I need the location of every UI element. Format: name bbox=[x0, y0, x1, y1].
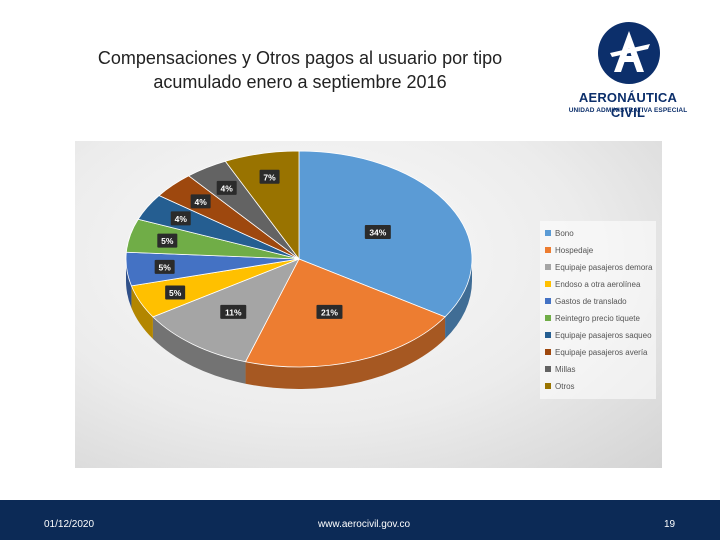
legend-label: Hospedaje bbox=[555, 246, 594, 255]
pie-side-equipaje-pasajeros-demora bbox=[152, 316, 246, 384]
data-label-endoso-a-otra-aerolinea: 5% bbox=[165, 285, 186, 300]
data-label-gastos-de-translado: 5% bbox=[154, 259, 175, 274]
legend-item-reintegro-precio-tiquete: Reintegro precio tiquete bbox=[545, 314, 640, 323]
data-label-equipaje-pasajeros-demora: 11% bbox=[220, 304, 247, 319]
legend-swatch bbox=[545, 383, 551, 389]
legend-label: Otros bbox=[555, 382, 575, 391]
legend-label: Gastos de translado bbox=[555, 297, 627, 306]
legend-swatch bbox=[545, 315, 551, 321]
legend-swatch bbox=[545, 230, 551, 236]
data-label-text: 5% bbox=[161, 236, 174, 246]
slide-title-line-1: Compensaciones y Otros pagos al usuario … bbox=[97, 48, 503, 68]
legend-swatch bbox=[545, 247, 551, 253]
pie-slice-otros bbox=[224, 150, 300, 261]
pie-slice-hospedaje bbox=[244, 258, 446, 368]
footer-page-number: 19 bbox=[664, 519, 676, 530]
slide-title: Compensaciones y Otros pagos al usuario … bbox=[40, 46, 560, 94]
legend-swatch bbox=[545, 332, 551, 338]
legend-swatch bbox=[545, 281, 551, 287]
data-label-text: 5% bbox=[159, 262, 172, 272]
legend-swatch bbox=[545, 298, 551, 304]
data-label-bono: 34% bbox=[364, 224, 391, 239]
data-label-text: 7% bbox=[263, 172, 276, 182]
data-label-otros: 7% bbox=[259, 169, 280, 184]
pie-side-hospedaje bbox=[245, 316, 446, 389]
logo-emblem-icon bbox=[598, 22, 660, 84]
data-label-text: 11% bbox=[225, 307, 242, 317]
legend-item-millas: Millas bbox=[545, 365, 575, 374]
pie-side-endoso-a-otra-aerolinea bbox=[131, 285, 153, 339]
legend-item-bono: Bono bbox=[545, 229, 574, 238]
data-label-equipaje-pasajeros-saqueo: 4% bbox=[170, 211, 191, 226]
pie-chart: 34% 21% 11% 5% 5% 5% 4% 4% 4% 7% Bono Hospedaje Equi… bbox=[75, 141, 662, 468]
legend-item-endoso-a-otra-aerolinea: Endoso a otra aerolínea bbox=[545, 280, 641, 289]
aerocivil-logo: AERONÁUTICA CIVIL UNIDAD ADMINISTRATIVA … bbox=[562, 22, 694, 122]
data-label-equipaje-pasajeros-averia: 4% bbox=[190, 194, 211, 209]
data-label-text: 4% bbox=[221, 183, 234, 193]
footer-date: 01/12/2020 bbox=[44, 519, 95, 530]
footer-bar: 01/12/2020 www.aerocivil.gov.co 19 bbox=[0, 500, 720, 540]
chart-legend: Bono Hospedaje Equipaje pasajeros demora En… bbox=[540, 221, 656, 399]
legend-label: Equipaje pasajeros saqueo bbox=[555, 331, 652, 340]
legend-item-gastos-de-translado: Gastos de translado bbox=[545, 297, 627, 306]
legend-swatch bbox=[545, 349, 551, 355]
data-label-text: 4% bbox=[194, 197, 207, 207]
logo-subtitle: UNIDAD ADMINISTRATIVA ESPECIAL bbox=[568, 107, 688, 114]
data-label-text: 5% bbox=[169, 288, 182, 298]
legend-item-equipaje-pasajeros-averia: Equipaje pasajeros avería bbox=[545, 348, 648, 357]
legend-swatch bbox=[545, 264, 551, 270]
legend-item-equipaje-pasajeros-demora: Equipaje pasajeros demora bbox=[545, 263, 653, 272]
legend-item-otros: Otros bbox=[545, 382, 575, 391]
legend-swatch bbox=[545, 366, 551, 372]
logo-name: AERONÁUTICA CIVIL bbox=[578, 90, 678, 120]
legend-label: Equipaje pasajeros avería bbox=[555, 348, 648, 357]
legend-item-hospedaje: Hospedaje bbox=[545, 246, 594, 255]
legend-label: Endoso a otra aerolínea bbox=[555, 280, 641, 289]
pie-side-gastos-de-translado bbox=[126, 259, 132, 308]
data-label-text: 21% bbox=[321, 307, 338, 317]
pie-chart-canvas: 34% 21% 11% 5% 5% 5% 4% 4% 4% 7% Bono Hospedaje Equi… bbox=[125, 150, 656, 399]
data-label-text: 34% bbox=[369, 227, 386, 237]
legend-label: Equipaje pasajeros demora bbox=[555, 263, 653, 272]
data-label-millas: 4% bbox=[216, 180, 237, 195]
legend-label: Bono bbox=[555, 229, 574, 238]
data-label-hospedaje: 21% bbox=[316, 304, 343, 319]
data-label-text: 4% bbox=[175, 214, 188, 224]
data-label-reintegro-precio-tiquete: 5% bbox=[157, 233, 178, 248]
footer-url: www.aerocivil.gov.co bbox=[317, 519, 411, 530]
legend-item-equipaje-pasajeros-saqueo: Equipaje pasajeros saqueo bbox=[545, 331, 652, 340]
slide-title-line-2: acumulado enero a septiembre 2016 bbox=[153, 72, 447, 92]
legend-label: Millas bbox=[555, 365, 575, 374]
legend-label: Reintegro precio tiquete bbox=[555, 314, 640, 323]
pie-side-bono bbox=[445, 259, 472, 339]
